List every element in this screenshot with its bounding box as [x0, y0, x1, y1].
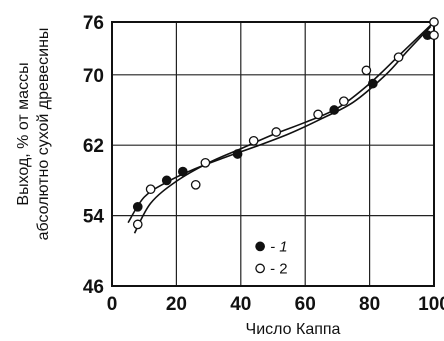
point-series-1-2	[177, 166, 188, 177]
point-series-2-10	[429, 17, 439, 27]
data-points	[132, 17, 439, 230]
x-tick-100: 100	[418, 294, 444, 315]
point-series-2-5	[271, 127, 282, 137]
y-tick-70: 70	[83, 66, 104, 87]
point-series-2-11	[429, 30, 439, 41]
y-tick-46: 46	[83, 277, 104, 298]
x-tick-80: 80	[359, 294, 380, 315]
y-tick-labels: 46 54 62 70 76	[83, 13, 105, 298]
point-series-2-0	[132, 219, 143, 230]
y-tick-54: 54	[83, 207, 105, 228]
point-series-1-1	[161, 175, 172, 186]
grid	[112, 22, 434, 286]
point-series-2-6	[313, 109, 323, 120]
plot-frame	[111, 21, 435, 287]
point-series-2-2	[190, 179, 201, 190]
x-tick-40: 40	[230, 294, 251, 315]
y-tick-62: 62	[83, 136, 104, 157]
x-tick-0: 0	[107, 294, 118, 315]
point-series-1-5	[367, 78, 378, 89]
y-tick-76: 76	[83, 13, 104, 34]
fitted-curves	[127, 21, 435, 234]
point-series-2-8	[361, 65, 372, 76]
y-axis-label-line-2: абсолютно сухой древесины	[35, 28, 52, 241]
point-series-1-0	[132, 201, 143, 212]
point-series-2-1	[145, 184, 156, 195]
legend-label-2: - 2	[270, 260, 288, 277]
point-series-1-3	[232, 149, 243, 159]
point-series-1-4	[329, 105, 340, 115]
x-axis-label: Число Каппа	[246, 321, 341, 338]
legend-marker-2	[255, 263, 265, 274]
point-series-2-3	[200, 157, 211, 168]
x-tick-20: 20	[166, 294, 187, 315]
x-tick-60: 60	[295, 294, 316, 315]
point-series-2-7	[338, 96, 349, 107]
curve-1	[127, 25, 432, 224]
point-series-2-9	[393, 52, 404, 63]
legend-marker-1	[255, 241, 265, 252]
y-axis-label-line-1: Выход, % от массы	[15, 62, 32, 205]
legend: - 1- 2	[255, 238, 288, 277]
point-series-2-4	[248, 135, 259, 146]
x-tick-labels: 0 20 40 60 80 100	[107, 294, 444, 315]
legend-label-1: - 1	[270, 238, 288, 255]
curve-2	[133, 21, 435, 234]
